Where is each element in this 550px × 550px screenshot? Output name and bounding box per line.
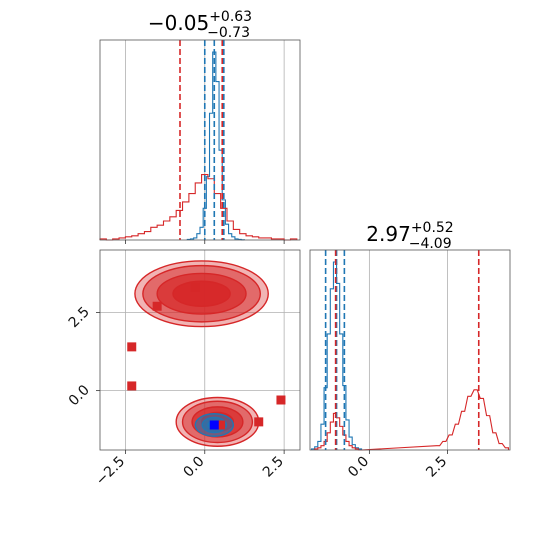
marginal-y-histogram-red — [314, 389, 509, 451]
marginal-x-ticks — [124, 240, 285, 244]
marginal-x-histogram-blue — [186, 51, 245, 241]
marginal-x-histogram-red — [99, 173, 298, 241]
marginal-y-frame — [309, 249, 511, 451]
joint-ticks: −2.5 0.0 2.5 0.0 2.5 — [66, 304, 287, 489]
marginal-y-grid — [368, 250, 448, 450]
panel-joint: −2.5 0.0 2.5 0.0 2.5 — [66, 249, 301, 489]
marginal-x-histograms — [99, 51, 298, 241]
marginal-y-tick-label: 0.0 — [345, 454, 372, 481]
marginal-y-title: 2.97+0.52 −4.09 — [366, 220, 453, 252]
joint-frame — [99, 249, 301, 451]
joint-density-contours — [134, 260, 269, 447]
marginal-y-title-upper: +0.52 — [411, 220, 454, 236]
marginal-x-frame — [99, 39, 301, 241]
joint-y-tick-label: 0.0 — [66, 382, 93, 409]
red-square-marker — [127, 381, 137, 391]
red-square-marker — [127, 342, 137, 352]
marginal-x-title-lower: −0.73 — [207, 25, 250, 41]
marginal-y-tick-label: 2.5 — [423, 454, 450, 481]
red-square-marker — [152, 301, 162, 311]
density-contour-red — [172, 280, 231, 307]
marginal-x-title: −0.05+0.63 −0.73 — [148, 9, 252, 41]
red-square-marker — [216, 420, 226, 430]
joint-scatter-points — [127, 283, 286, 430]
blue-square-marker — [209, 420, 219, 430]
marginal-y-ticks: 0.0 2.5 — [345, 450, 450, 481]
marginal-y-quantile-lines — [324, 250, 480, 450]
panel-marginal-y: 0.0 2.5 2.97+0.52 −4.09 — [309, 220, 511, 481]
red-square-marker — [254, 417, 264, 427]
red-square-marker — [276, 395, 286, 405]
joint-x-tick-label: 2.5 — [260, 454, 287, 481]
joint-x-tick-label: −2.5 — [93, 454, 128, 489]
marginal-y-title-value: 2.97 — [366, 222, 411, 246]
joint-x-tick-label: 0.0 — [181, 454, 208, 481]
marginal-x-quantile-lines — [179, 40, 225, 240]
red-square-marker — [190, 283, 200, 292]
marginal-x-title-value: −0.05 — [148, 11, 209, 35]
marginal-y-title-lower: −4.09 — [409, 236, 452, 252]
marginal-x-title-upper: +0.63 — [209, 9, 252, 25]
panel-marginal-x: −0.05+0.63 −0.73 — [99, 9, 301, 244]
joint-y-tick-label: 2.5 — [66, 304, 93, 331]
